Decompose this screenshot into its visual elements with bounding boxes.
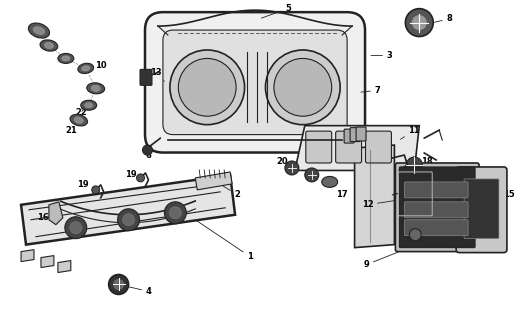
Polygon shape — [295, 126, 419, 171]
Circle shape — [65, 217, 87, 239]
Circle shape — [137, 174, 145, 182]
Text: 19: 19 — [77, 180, 95, 189]
Ellipse shape — [91, 85, 100, 91]
Text: 13: 13 — [150, 68, 164, 81]
Ellipse shape — [78, 63, 94, 74]
FancyBboxPatch shape — [366, 131, 392, 163]
Ellipse shape — [178, 59, 236, 116]
Text: 9: 9 — [363, 252, 398, 269]
Polygon shape — [21, 175, 235, 244]
Text: 8: 8 — [435, 14, 452, 23]
Text: 22: 22 — [75, 106, 88, 117]
Text: 11: 11 — [400, 126, 420, 139]
Text: 1: 1 — [197, 220, 253, 261]
FancyBboxPatch shape — [163, 30, 347, 135]
Text: 17: 17 — [331, 183, 347, 199]
FancyBboxPatch shape — [356, 127, 366, 141]
Ellipse shape — [29, 23, 49, 38]
FancyBboxPatch shape — [405, 202, 468, 218]
Polygon shape — [21, 250, 34, 261]
Ellipse shape — [45, 43, 54, 49]
Text: 6: 6 — [146, 149, 152, 160]
Polygon shape — [41, 256, 54, 268]
FancyBboxPatch shape — [405, 220, 468, 236]
Circle shape — [109, 275, 128, 294]
Circle shape — [92, 186, 100, 194]
Circle shape — [118, 209, 139, 231]
FancyBboxPatch shape — [395, 163, 479, 252]
Polygon shape — [58, 260, 71, 273]
Text: 16: 16 — [37, 212, 54, 222]
FancyBboxPatch shape — [405, 182, 468, 198]
Ellipse shape — [33, 27, 45, 35]
Text: 7: 7 — [361, 86, 380, 95]
Circle shape — [142, 145, 152, 155]
Text: 5: 5 — [262, 4, 291, 18]
Circle shape — [123, 214, 135, 226]
Ellipse shape — [87, 83, 105, 94]
FancyBboxPatch shape — [145, 12, 365, 153]
Ellipse shape — [82, 66, 90, 71]
Text: 3: 3 — [371, 51, 392, 60]
Ellipse shape — [266, 50, 340, 125]
Circle shape — [409, 229, 421, 241]
Circle shape — [285, 161, 299, 175]
Text: 2: 2 — [219, 184, 240, 199]
Text: 14: 14 — [363, 133, 375, 148]
Ellipse shape — [170, 50, 244, 125]
Circle shape — [412, 16, 426, 29]
Circle shape — [114, 279, 124, 289]
Ellipse shape — [70, 114, 87, 126]
Polygon shape — [355, 145, 394, 248]
Ellipse shape — [58, 53, 74, 63]
Text: 10: 10 — [87, 61, 107, 70]
FancyBboxPatch shape — [336, 131, 361, 163]
Circle shape — [170, 207, 181, 219]
Circle shape — [406, 9, 433, 36]
Ellipse shape — [62, 56, 70, 61]
FancyBboxPatch shape — [344, 129, 354, 143]
FancyBboxPatch shape — [464, 179, 499, 239]
Polygon shape — [49, 202, 63, 225]
Ellipse shape — [74, 117, 83, 123]
Text: 4: 4 — [120, 285, 151, 296]
Text: 19: 19 — [125, 171, 140, 180]
Circle shape — [305, 168, 319, 182]
Ellipse shape — [274, 59, 332, 116]
FancyBboxPatch shape — [399, 167, 475, 248]
Ellipse shape — [81, 100, 97, 110]
FancyBboxPatch shape — [350, 128, 360, 141]
Text: 15: 15 — [483, 190, 515, 209]
Ellipse shape — [85, 103, 93, 108]
Text: 12: 12 — [361, 200, 398, 209]
Circle shape — [70, 222, 82, 234]
Text: 20: 20 — [276, 157, 292, 168]
Text: 21: 21 — [65, 121, 78, 135]
FancyBboxPatch shape — [456, 167, 507, 252]
Circle shape — [406, 157, 422, 173]
FancyBboxPatch shape — [140, 69, 152, 85]
Text: 18: 18 — [415, 157, 433, 166]
Text: 23: 23 — [306, 156, 318, 173]
FancyBboxPatch shape — [306, 131, 332, 163]
Polygon shape — [196, 172, 232, 190]
Ellipse shape — [322, 176, 337, 188]
Ellipse shape — [40, 40, 58, 51]
Circle shape — [164, 202, 186, 224]
